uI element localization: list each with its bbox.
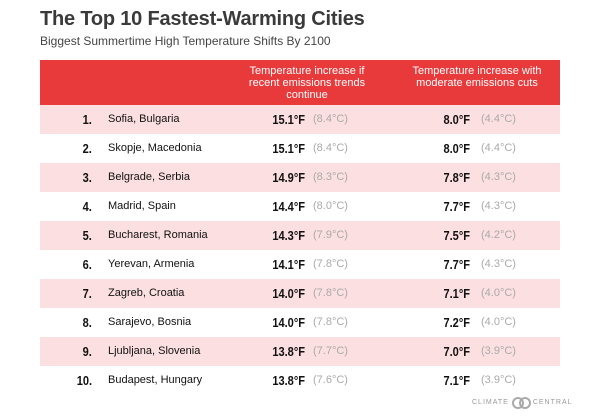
table-row: 2. Skopje, Macedonia 15.1°F (8.4°C) 8.0°… bbox=[40, 134, 560, 163]
moderate-cuts-celsius: (4.4°C) bbox=[481, 113, 516, 125]
logo-text-left: CLIMATE bbox=[472, 398, 509, 406]
recent-trends-celsius: (7.7°C) bbox=[313, 345, 348, 357]
rank: 1. bbox=[82, 112, 92, 127]
recent-trends-celsius: (7.8°C) bbox=[313, 258, 348, 270]
page-title: The Top 10 Fastest-Warming Cities bbox=[40, 8, 365, 30]
recent-trends-celsius: (8.0°C) bbox=[313, 200, 348, 212]
city: Bucharest, Romania bbox=[108, 229, 208, 241]
column-header-recent-trends: Temperature increase if recent emissions… bbox=[248, 65, 366, 101]
recent-trends-celsius: (8.4°C) bbox=[313, 113, 348, 125]
table-row: 1. Sofia, Bulgaria 15.1°F (8.4°C) 8.0°F … bbox=[40, 105, 560, 134]
column-header-moderate-cuts: Temperature increase with moderate emiss… bbox=[412, 65, 542, 89]
recent-trends-celsius: (7.8°C) bbox=[313, 316, 348, 328]
table-row: 7. Zagreb, Croatia 14.0°F (7.8°C) 7.1°F … bbox=[40, 279, 560, 308]
city: Sofia, Bulgaria bbox=[108, 113, 180, 125]
rank: 8. bbox=[82, 315, 92, 330]
moderate-cuts-fahrenheit: 7.2°F bbox=[443, 315, 470, 330]
recent-trends-celsius: (8.4°C) bbox=[313, 142, 348, 154]
moderate-cuts-celsius: (4.2°C) bbox=[481, 229, 516, 241]
moderate-cuts-fahrenheit: 7.8°F bbox=[443, 170, 470, 185]
rank: 4. bbox=[82, 199, 92, 214]
recent-trends-fahrenheit: 14.9°F bbox=[272, 170, 305, 185]
moderate-cuts-celsius: (4.0°C) bbox=[481, 316, 516, 328]
recent-trends-fahrenheit: 15.1°F bbox=[272, 112, 305, 127]
moderate-cuts-celsius: (4.3°C) bbox=[481, 200, 516, 212]
city: Yerevan, Armenia bbox=[108, 258, 195, 270]
moderate-cuts-fahrenheit: 7.5°F bbox=[443, 228, 470, 243]
recent-trends-celsius: (7.6°C) bbox=[313, 374, 348, 386]
recent-trends-fahrenheit: 13.8°F bbox=[272, 373, 305, 388]
moderate-cuts-fahrenheit: 7.7°F bbox=[443, 257, 470, 272]
table-row: 3. Belgrade, Serbia 14.9°F (8.3°C) 7.8°F… bbox=[40, 163, 560, 192]
recent-trends-celsius: (8.3°C) bbox=[313, 171, 348, 183]
table-row: 8. Sarajevo, Bosnia 14.0°F (7.8°C) 7.2°F… bbox=[40, 308, 560, 337]
rank: 6. bbox=[82, 257, 92, 272]
moderate-cuts-celsius: (3.9°C) bbox=[481, 345, 516, 357]
moderate-cuts-celsius: (4.3°C) bbox=[481, 171, 516, 183]
moderate-cuts-celsius: (4.0°C) bbox=[481, 287, 516, 299]
recent-trends-celsius: (7.8°C) bbox=[313, 287, 348, 299]
logo-text-right: CENTRAL bbox=[532, 398, 573, 406]
moderate-cuts-fahrenheit: 8.0°F bbox=[443, 141, 470, 156]
moderate-cuts-fahrenheit: 7.1°F bbox=[443, 373, 470, 388]
rank: 9. bbox=[82, 344, 92, 359]
moderate-cuts-celsius: (4.3°C) bbox=[481, 258, 516, 270]
city: Skopje, Macedonia bbox=[108, 142, 202, 154]
city: Madrid, Spain bbox=[108, 200, 176, 212]
recent-trends-celsius: (7.9°C) bbox=[313, 229, 348, 241]
page-subtitle: Biggest Summertime High Temperature Shif… bbox=[40, 34, 331, 48]
climate-central-logo: CLIMATE CENTRAL bbox=[472, 397, 573, 409]
moderate-cuts-fahrenheit: 7.1°F bbox=[443, 286, 470, 301]
recent-trends-fahrenheit: 14.3°F bbox=[272, 228, 305, 243]
rank: 5. bbox=[82, 228, 92, 243]
recent-trends-fahrenheit: 13.8°F bbox=[272, 344, 305, 359]
table-row: 5. Bucharest, Romania 14.3°F (7.9°C) 7.5… bbox=[40, 221, 560, 250]
moderate-cuts-fahrenheit: 8.0°F bbox=[443, 112, 470, 127]
recent-trends-fahrenheit: 14.0°F bbox=[272, 315, 305, 330]
recent-trends-fahrenheit: 14.1°F bbox=[272, 257, 305, 272]
city: Sarajevo, Bosnia bbox=[108, 316, 192, 328]
rank: 7. bbox=[82, 286, 92, 301]
recent-trends-fahrenheit: 15.1°F bbox=[272, 141, 305, 156]
rank: 2. bbox=[82, 141, 92, 156]
moderate-cuts-fahrenheit: 7.7°F bbox=[443, 199, 470, 214]
moderate-cuts-celsius: (4.4°C) bbox=[481, 142, 516, 154]
table-row: 6. Yerevan, Armenia 14.1°F (7.8°C) 7.7°F… bbox=[40, 250, 560, 279]
table-row: 10. Budapest, Hungary 13.8°F (7.6°C) 7.1… bbox=[40, 366, 560, 395]
city: Zagreb, Croatia bbox=[108, 287, 185, 299]
rank: 3. bbox=[82, 170, 92, 185]
table-row: 4. Madrid, Spain 14.4°F (8.0°C) 7.7°F (4… bbox=[40, 192, 560, 221]
rank: 10. bbox=[76, 373, 92, 388]
city: Ljubljana, Slovenia bbox=[108, 345, 201, 357]
city: Belgrade, Serbia bbox=[108, 171, 190, 183]
recent-trends-fahrenheit: 14.4°F bbox=[272, 199, 305, 214]
logo-rings-icon bbox=[511, 397, 531, 409]
city: Budapest, Hungary bbox=[108, 374, 203, 386]
table-row: 9. Ljubljana, Slovenia 13.8°F (7.7°C) 7.… bbox=[40, 337, 560, 366]
moderate-cuts-celsius: (3.9°C) bbox=[481, 374, 516, 386]
moderate-cuts-fahrenheit: 7.0°F bbox=[443, 344, 470, 359]
recent-trends-fahrenheit: 14.0°F bbox=[272, 286, 305, 301]
table-header: Temperature increase if recent emissions… bbox=[40, 60, 560, 105]
